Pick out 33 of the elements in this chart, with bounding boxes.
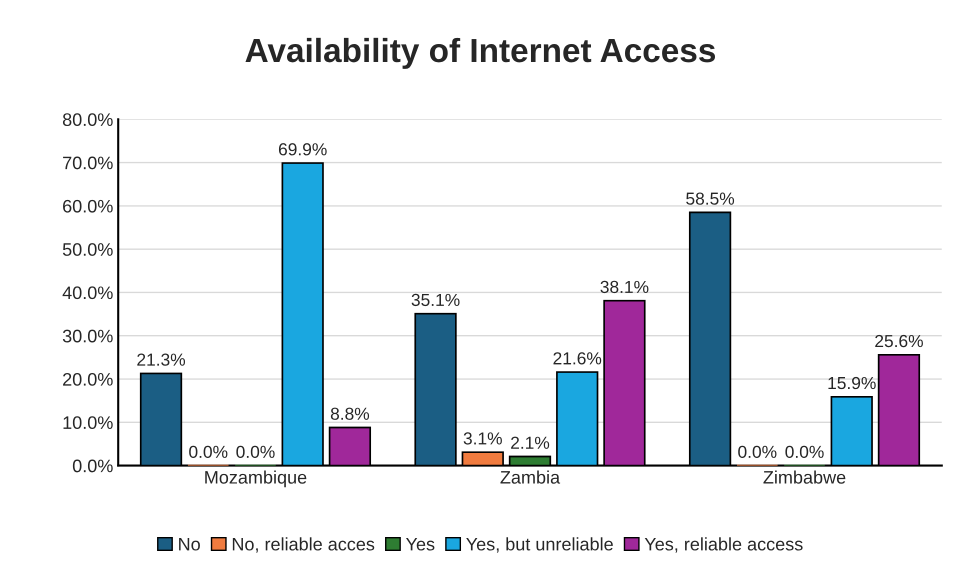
data-label: 0.0% [189, 446, 228, 458]
data-label: 0.0% [738, 446, 776, 458]
y-tick-label: 20.0% [63, 372, 113, 386]
y-tick-label: 30.0% [62, 330, 113, 342]
data-label: 21.3% [137, 354, 186, 366]
y-tick-label: 60.0% [63, 200, 113, 213]
legend-label: No, reliable acces [232, 537, 374, 553]
data-label: 8.8% [330, 408, 370, 420]
legend-label: No [179, 538, 200, 551]
data-label: 25.6% [875, 334, 923, 348]
y-tick-label: 40.0% [62, 286, 113, 300]
data-label: 15.9% [828, 376, 876, 390]
y-tick-label: 80.0% [62, 113, 113, 126]
data-label: 0.0% [236, 446, 275, 458]
legend-label: Yes, but unreliable [466, 537, 613, 553]
y-tick-label: 50.0% [62, 243, 113, 256]
legend-label: Yes [406, 538, 434, 551]
data-label: 21.6% [553, 352, 602, 365]
chart-title: Availability of Internet Access [245, 38, 716, 69]
y-tick-label: 70.0% [63, 156, 113, 170]
legend-label: Yes, reliable access [644, 537, 803, 553]
data-label: 0.0% [785, 446, 824, 458]
y-tick-label: 10.0% [64, 416, 113, 430]
data-label: 3.1% [464, 432, 502, 445]
data-label: 38.1% [600, 280, 648, 294]
y-tick-label: 0.0% [72, 460, 113, 472]
data-label: 35.1% [412, 294, 460, 306]
data-label: 58.5% [686, 192, 734, 205]
x-tick-label: Zambia [500, 470, 560, 484]
data-label: 69.9% [278, 143, 327, 156]
x-tick-label: Zimbabwe [763, 470, 846, 484]
data-label: 2.1% [511, 436, 550, 449]
x-tick-label: Mozambique [205, 470, 306, 488]
